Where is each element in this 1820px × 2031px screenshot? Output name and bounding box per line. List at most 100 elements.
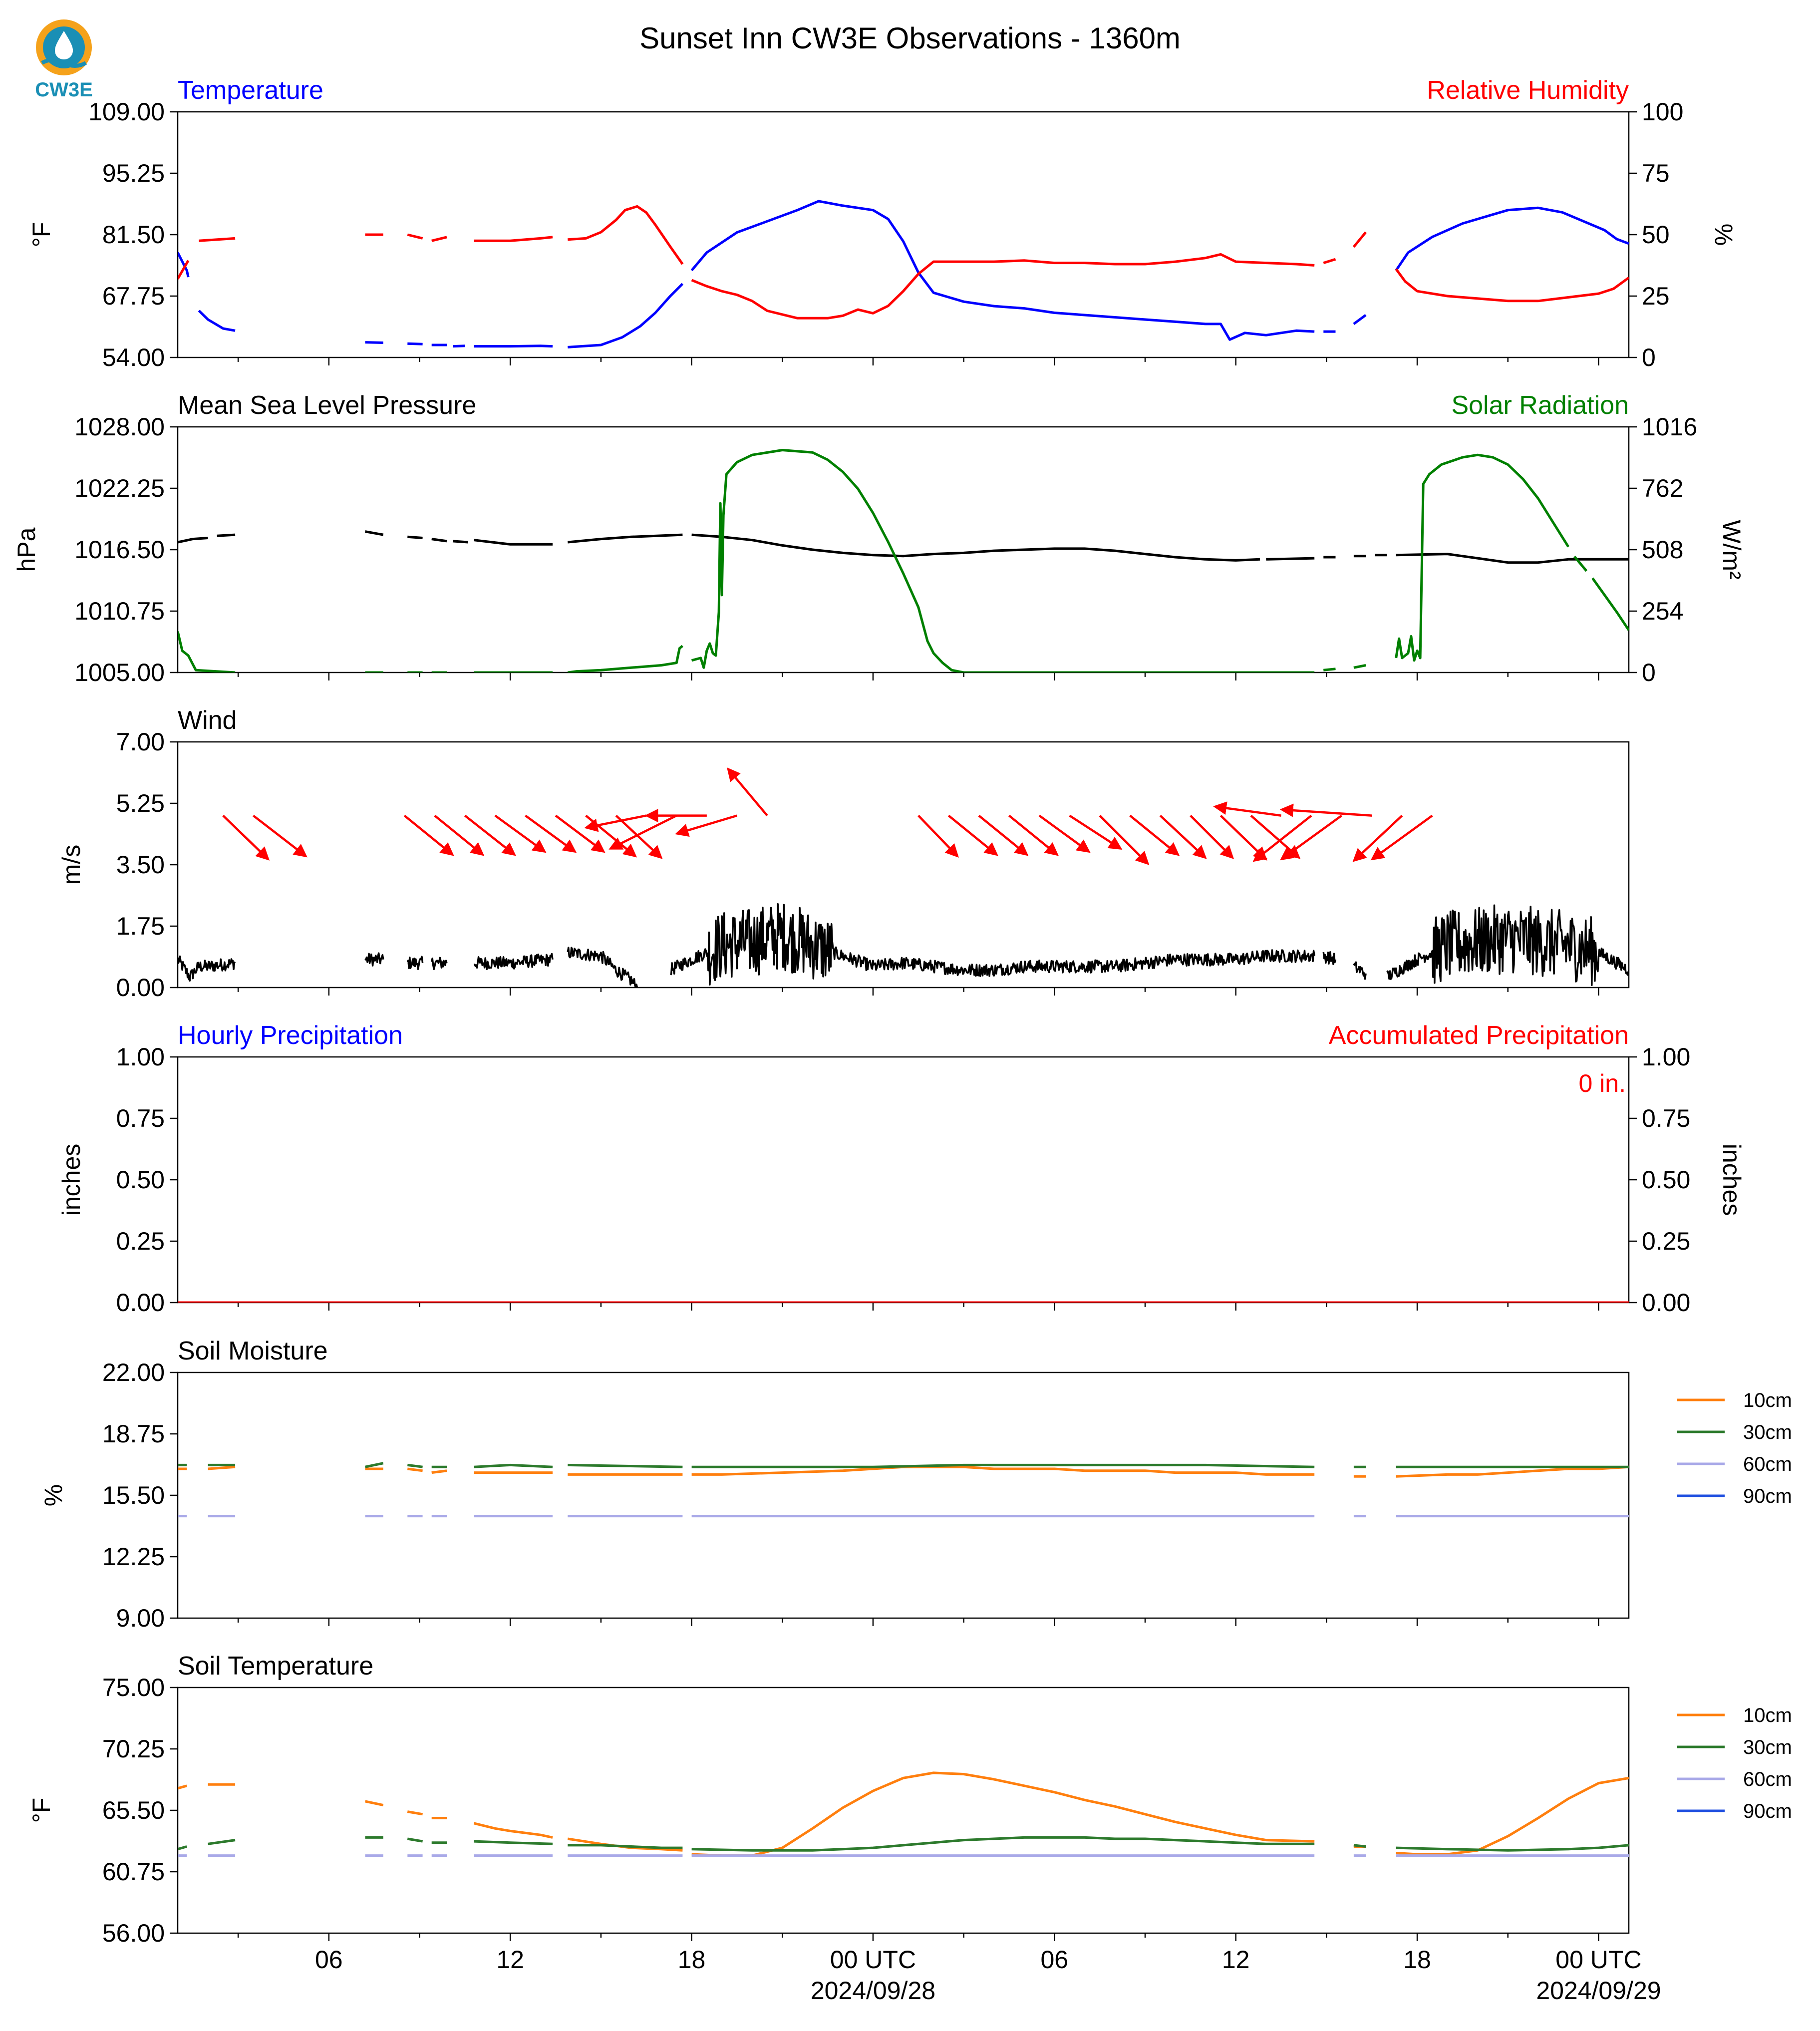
- y-tick-label: 0.25: [116, 1227, 165, 1255]
- series-relative-humidity-segment: [431, 236, 447, 242]
- wind-direction-arrow: [1252, 814, 1312, 862]
- series-temperature-segment: [568, 283, 684, 348]
- y-right-tick-label: 50: [1642, 221, 1670, 249]
- wind-direction-arrow: [434, 814, 485, 856]
- y-right-axis-label: W/m²: [1718, 520, 1746, 579]
- series-solar-radiation-segment: [1591, 577, 1629, 631]
- wind-direction-arrow: [978, 814, 1029, 856]
- series-mean-sea-level-pressure-segment: [365, 530, 384, 536]
- series-mean-sea-level-pressure-segment: [217, 533, 236, 537]
- series-30cm-segment: [568, 1463, 683, 1468]
- wind-direction-arrow: [727, 767, 768, 817]
- series-30cm-segment: [691, 1836, 1315, 1852]
- series-10cm-segment: [567, 1837, 683, 1852]
- series-30cm-segment: [474, 1840, 553, 1845]
- series-relative-humidity-segment: [691, 253, 1315, 320]
- y-tick-label: 1022.25: [74, 474, 165, 502]
- series-solar-radiation-segment: [567, 645, 683, 673]
- y-tick-label: 15.50: [102, 1481, 165, 1509]
- series-30cm-segment: [568, 1844, 683, 1849]
- wind-direction-arrow: [1279, 803, 1372, 817]
- logo-text: CW3E: [35, 79, 93, 101]
- y-tick-label: 0.00: [116, 974, 165, 1002]
- wind-direction-arrow: [608, 814, 677, 850]
- y-right-tick-label: 25: [1642, 282, 1670, 310]
- series-wind-speed-segment: [1353, 961, 1367, 980]
- series-10cm-segment: [364, 1800, 384, 1807]
- series-30cm-segment: [178, 1845, 187, 1851]
- series-10cm-segment: [431, 1469, 447, 1474]
- series-relative-humidity-segment: [1323, 258, 1336, 264]
- wind-direction-arrow: [1129, 814, 1180, 856]
- wind-direction-arrow: [555, 814, 606, 853]
- series-relative-humidity-segment: [1395, 268, 1629, 303]
- series-10cm-segment: [473, 1822, 553, 1839]
- panel-soil_moisture: 9.00 12.25 15.50 18.75 22.00 Soil Moisture% 10…: [39, 1337, 1792, 1632]
- wind-direction-arrow: [584, 814, 647, 832]
- panel-title-left: Soil Temperature: [178, 1652, 373, 1681]
- legend-label: 60cm: [1743, 1453, 1792, 1475]
- y-tick-label: 95.25: [102, 159, 165, 187]
- x-tick-label: 18: [678, 1946, 706, 1974]
- y-tick-label: 109.00: [88, 98, 165, 126]
- series-10cm-segment: [691, 1771, 1315, 1857]
- y-tick-label: 0.00: [116, 1289, 165, 1317]
- y-tick-label: 12.25: [102, 1543, 165, 1571]
- series-30cm-segment: [691, 1463, 1315, 1468]
- legend-label: 30cm: [1743, 1736, 1792, 1758]
- series-30cm-segment: [1353, 1844, 1366, 1848]
- x-tick-label: 00 UTC: [830, 1946, 916, 1974]
- y-tick-label: 1028.00: [74, 413, 165, 441]
- series-wind-speed-segment: [567, 947, 638, 988]
- y-tick-label: 22.00: [102, 1358, 165, 1386]
- series-solar-radiation-segment: [178, 631, 236, 673]
- x-tick-label: 00 UTC: [1555, 1946, 1641, 1974]
- cw3e-logo: CW3E: [35, 19, 93, 101]
- series-temperature-segment: [690, 200, 1315, 341]
- x-tick-label: 12: [1222, 1946, 1250, 1974]
- y-tick-label: 1016.50: [74, 536, 165, 564]
- x-tick-label: 06: [1041, 1946, 1069, 1974]
- wind-direction-arrow: [494, 814, 547, 853]
- y-right-tick-label: 0.00: [1642, 1289, 1690, 1317]
- series-temperature-segment: [365, 341, 383, 344]
- panel-wind: 0.00 1.75 3.50 5.25 7.00 Wind m/s: [57, 706, 1630, 1002]
- legend: 10cm 30cm 60cm 90cm: [1677, 1704, 1792, 1822]
- y-axis-label: inches: [57, 1144, 85, 1216]
- series-10cm-segment: [1396, 1776, 1629, 1856]
- series-mean-sea-level-pressure-segment: [431, 538, 447, 543]
- legend-label: 10cm: [1743, 1704, 1792, 1726]
- y-axis-label: m/s: [57, 845, 85, 885]
- plot-area: [178, 1462, 1629, 1518]
- wind-direction-arrow: [1190, 815, 1234, 859]
- series-wind-speed-segment: [364, 952, 384, 967]
- y-tick-label: 70.25: [102, 1735, 165, 1763]
- y-right-tick-label: 762: [1642, 474, 1683, 502]
- panel-title-left: Temperature: [178, 76, 323, 105]
- legend-label: 10cm: [1743, 1389, 1792, 1411]
- legend-label: 30cm: [1743, 1421, 1792, 1443]
- x-tick-label: 12: [496, 1946, 524, 1974]
- y-right-tick-label: 75: [1642, 159, 1670, 187]
- series-10cm-segment: [691, 1465, 1315, 1476]
- series-mean-sea-level-pressure-segment: [452, 540, 468, 544]
- series-30cm-segment: [1396, 1844, 1629, 1852]
- panel-title-left: Hourly Precipitation: [178, 1021, 403, 1050]
- series-30cm-segment: [364, 1462, 384, 1468]
- y-tick-label: 60.75: [102, 1858, 165, 1886]
- wind-direction-arrow: [1159, 814, 1207, 859]
- y-tick-label: 3.50: [116, 851, 165, 879]
- wind-direction-arrow: [1280, 814, 1342, 861]
- y-tick-label: 67.75: [102, 282, 165, 310]
- series-10cm-segment: [178, 1784, 187, 1790]
- series-wind-speed-segment: [178, 955, 236, 982]
- series-30cm-segment: [208, 1839, 236, 1845]
- series-mean-sea-level-pressure-segment: [1266, 557, 1315, 561]
- series-relative-humidity-segment: [199, 237, 236, 242]
- series-10cm-segment: [1396, 1465, 1629, 1478]
- logo-droplet-icon: [55, 31, 73, 59]
- series-mean-sea-level-pressure-segment: [474, 539, 553, 546]
- plot-area: [178, 1771, 1629, 1857]
- y-right-tick-label: 100: [1642, 98, 1683, 126]
